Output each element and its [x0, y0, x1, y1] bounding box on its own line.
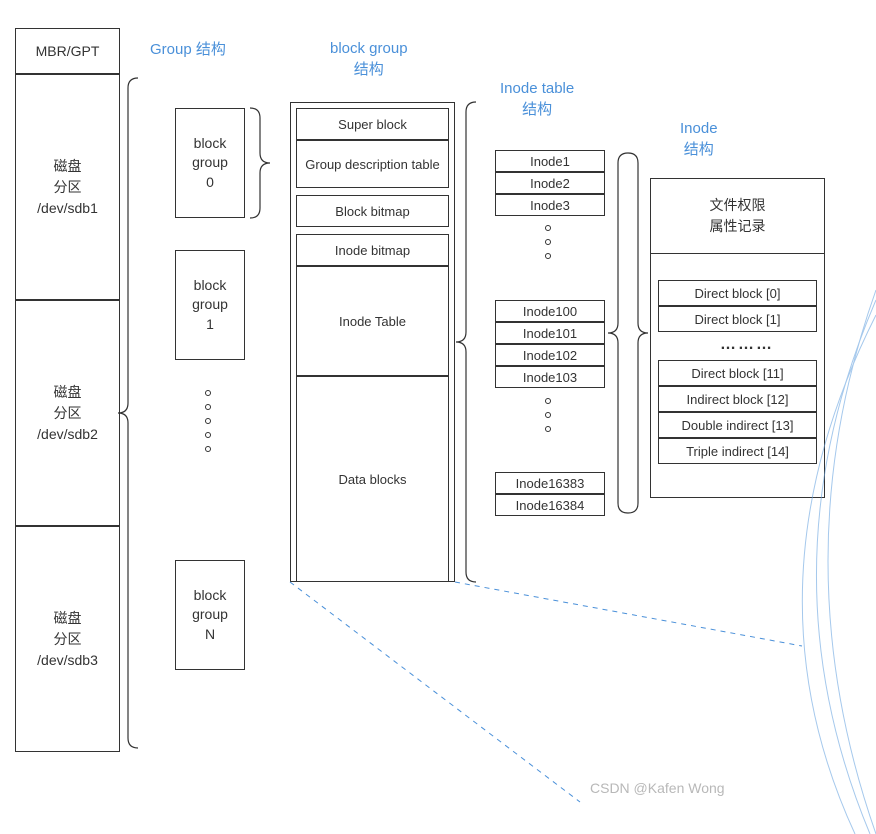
blockgroup-1: block group 1 [175, 250, 245, 360]
blockgroup-n: block group N [175, 560, 245, 670]
inode-cell-1-1: Inode101 [495, 322, 605, 344]
bg-cell-1: Group description table [296, 140, 449, 188]
bg-cell-3: Inode bitmap [296, 234, 449, 266]
ih-l1: 文件权限 [710, 195, 766, 216]
partition-2: 磁盘 分区 /dev/sdb2 [15, 300, 120, 526]
bg0-l1: block [194, 134, 227, 154]
partition-1: 磁盘 分区 /dev/sdb1 [15, 74, 120, 300]
tin-l1: Inode [680, 120, 718, 137]
inode-row-b1: Indirect block [12] [658, 386, 817, 412]
p3-l3: /dev/sdb3 [37, 650, 98, 671]
inode-cell-1-2: Inode102 [495, 344, 605, 366]
inode-header: 文件权限 属性记录 [650, 178, 825, 254]
inode-row-b2: Double indirect [13] [658, 412, 817, 438]
inode-cell-0-1: Inode2 [495, 172, 605, 194]
bgn-l3: N [205, 625, 215, 645]
inode-row-a1: Direct block [1] [658, 306, 817, 332]
p3-l2: 分区 [54, 629, 82, 650]
dots-col4a [545, 225, 551, 259]
p1-l2: 分区 [54, 177, 82, 198]
p2-l1: 磁盘 [54, 382, 82, 403]
title-inodetable: Inode table 结构 [500, 78, 574, 120]
p2-l2: 分区 [54, 403, 82, 424]
bg-cell-4: Inode Table [296, 266, 449, 376]
title-group: Group 结构 [150, 38, 226, 59]
bg1-l3: 1 [206, 315, 214, 335]
inode-cell-0-0: Inode1 [495, 150, 605, 172]
inode-cell-1-3: Inode103 [495, 366, 605, 388]
bgn-l2: group [192, 605, 228, 625]
watermark: CSDN @Kafen Wong [590, 780, 725, 796]
tbg-l1: block group [330, 40, 408, 57]
mbr-box: MBR/GPT [15, 28, 120, 74]
p1-l1: 磁盘 [54, 156, 82, 177]
bg-cell-5: Data blocks [296, 376, 449, 582]
inode-cell-2-0: Inode16383 [495, 472, 605, 494]
title-inode: Inode 结构 [680, 118, 718, 160]
bg0-l3: 0 [206, 173, 214, 193]
tit-l1: Inode table [500, 80, 574, 97]
tit-l2: 结构 [522, 101, 552, 118]
inode-row-b3: Triple indirect [14] [658, 438, 817, 464]
bg1-l2: group [192, 295, 228, 315]
bg-cell-0: Super block [296, 108, 449, 140]
inode-row-b0: Direct block [11] [658, 360, 817, 386]
title-blockgroup: block group 结构 [330, 38, 408, 80]
p2-l3: /dev/sdb2 [37, 424, 98, 445]
inode-cell-0-2: Inode3 [495, 194, 605, 216]
bg0-l2: group [192, 153, 228, 173]
p3-l1: 磁盘 [54, 608, 82, 629]
tbg-l2: 结构 [354, 61, 384, 78]
inode-cell-1-0: Inode100 [495, 300, 605, 322]
blockgroup-0: block group 0 [175, 108, 245, 218]
bg-cell-2: Block bitmap [296, 195, 449, 227]
dots-col2 [205, 390, 211, 452]
bg1-l1: block [194, 276, 227, 296]
inode-cell-2-1: Inode16384 [495, 494, 605, 516]
tin-l2: 结构 [684, 141, 714, 158]
inode-ellipsis: ……… [720, 336, 774, 354]
bgn-l1: block [194, 586, 227, 606]
p1-l3: /dev/sdb1 [37, 198, 98, 219]
ih-l2: 属性记录 [710, 216, 766, 237]
dots-col4b [545, 398, 551, 432]
inode-row-a0: Direct block [0] [658, 280, 817, 306]
partition-3: 磁盘 分区 /dev/sdb3 [15, 526, 120, 752]
